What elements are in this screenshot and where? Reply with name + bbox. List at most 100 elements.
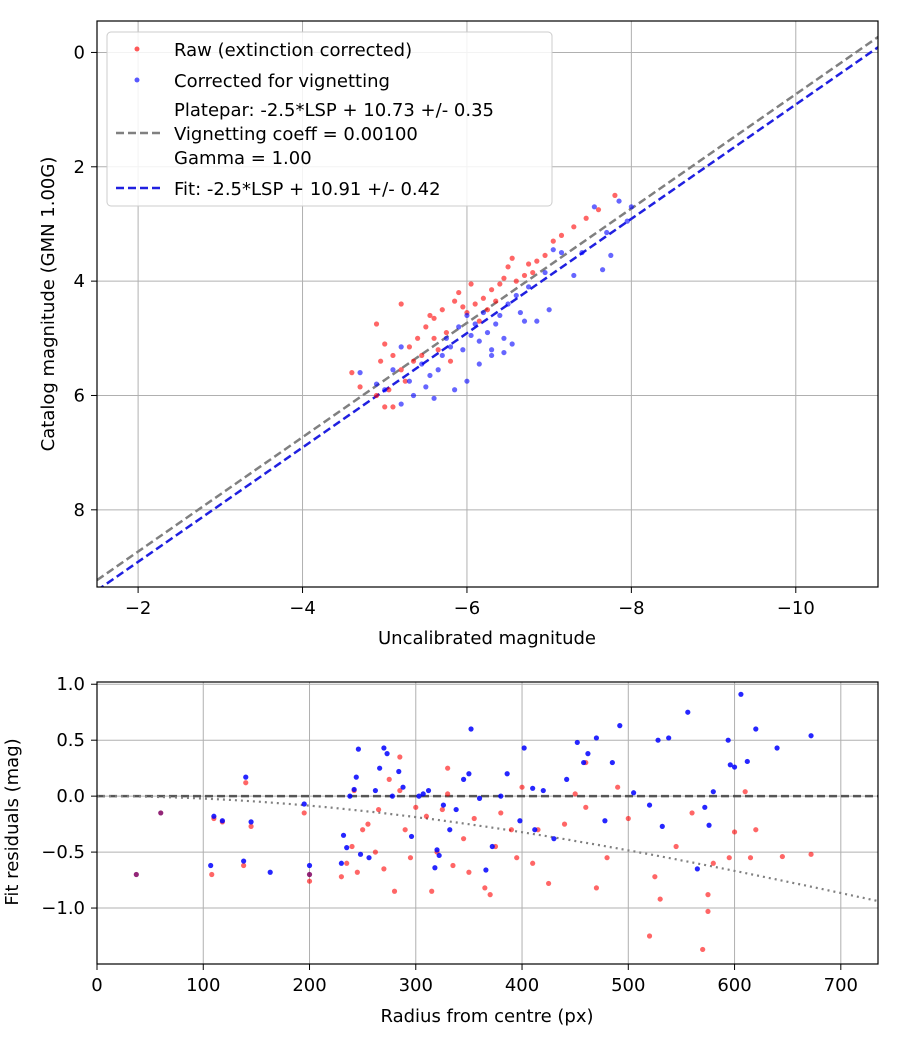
corrected-residual-point [208,862,214,869]
legend-fit-label: Fit: -2.5*LSP + 10.91 +/- 0.42 [174,179,441,200]
corrected-point [579,249,585,256]
corrected-point [505,301,511,307]
raw-residual-point [742,789,748,795]
corrected-residual-point [340,832,347,838]
raw-residual-point [625,815,631,822]
corrected-residual-point [434,847,440,853]
corrected-residual-point [447,827,453,833]
raw-point [373,321,380,327]
raw-residual-point [397,754,403,760]
corrected-residual-point [738,691,744,697]
corrected-residual-point [504,771,510,777]
corrected-residual-point [517,818,523,824]
raw-residual-point [445,791,451,797]
corrected-point [521,318,528,324]
bottom-ylabel: Fit residuals (mag) [2,738,23,905]
overlap-residual-point [306,871,313,878]
corrected-residual-point [372,787,378,794]
raw-point [484,307,491,313]
corrected-residual-point [774,745,780,751]
corrected-residual-point [338,860,344,866]
overlap-residual-point [133,871,139,878]
raw-point [402,378,408,384]
raw-residual-point [402,827,408,833]
corrected-residual-point [384,751,390,757]
raw-residual-point [498,810,504,816]
corrected-point [599,267,606,273]
corrected-residual-point [753,726,759,732]
raw-residual-point [306,878,313,884]
raw-residual-point [360,827,366,833]
corrected-residual-point [351,786,357,793]
raw-point [468,281,474,287]
raw-point [583,215,589,221]
top-ytick-label: 0 [74,42,85,63]
bottom-ytick-label: 1.0 [56,674,85,695]
corrected-residual-point [655,737,661,743]
corrected-residual-point [468,726,474,732]
corrected-point [456,324,462,330]
corrected-residual-point [631,790,637,796]
corrected-residual-point [400,784,406,790]
raw-point [435,347,441,353]
raw-residual-point [243,780,249,786]
corrected-point [406,378,412,384]
raw-residual-point [700,946,706,953]
raw-point [427,312,433,319]
legend-vignetting-label: Vignetting coeff = 0.00100 [174,124,418,145]
corrected-point [468,332,474,339]
corrected-point [489,352,495,359]
raw-residual-point [508,827,515,833]
corrected-residual-point [440,802,447,808]
raw-point [415,335,421,341]
raw-point [452,298,458,304]
raw-residual-point [413,804,419,810]
bottom-xtick-label: 500 [611,975,645,996]
corrected-residual-point [357,851,364,857]
raw-point [501,275,507,281]
corrected-point [604,229,610,236]
raw-point [447,358,454,364]
corrected-residual-point [420,791,426,797]
raw-point [489,287,495,293]
raw-residual-point [673,843,679,850]
corrected-residual-point [344,845,350,851]
corrected-residual-point [808,733,814,739]
top-points [349,192,634,410]
raw-residual-point [583,804,589,810]
raw-residual-point [652,874,658,880]
raw-point [357,384,363,390]
corrected-residual-point [432,865,438,871]
raw-point [398,367,404,373]
bottom-lines [97,794,879,903]
raw-residual-point [439,806,445,813]
raw-point [378,358,384,364]
corrected-point [476,338,482,344]
corrected-residual-point [574,739,580,746]
raw-residual-point [519,784,525,790]
corrected-residual-point [453,806,459,813]
corrected-residual-point [347,793,353,799]
corrected-residual-point [389,793,395,799]
corrected-point [534,318,540,324]
raw-point [423,324,429,330]
raw-point [406,344,412,350]
corrected-point [616,198,622,204]
corrected-point [546,307,552,313]
bottom-xlabel: Radius from centre (px) [380,1006,593,1027]
corrected-residual-point [685,709,691,715]
corrected-residual-point [211,813,217,819]
raw-residual-point [779,853,785,860]
top-xtick-label: −2 [125,598,152,619]
raw-point [513,278,519,284]
raw-residual-point [338,874,344,880]
corrected-point [501,349,507,356]
corrected-residual-point [476,795,483,801]
corrected-point [628,204,634,210]
corrected-residual-point [564,776,570,782]
raw-point [595,207,602,213]
raw-residual-point [248,823,254,829]
top-ytick-label: 2 [74,157,85,178]
raw-residual-point [423,813,430,819]
